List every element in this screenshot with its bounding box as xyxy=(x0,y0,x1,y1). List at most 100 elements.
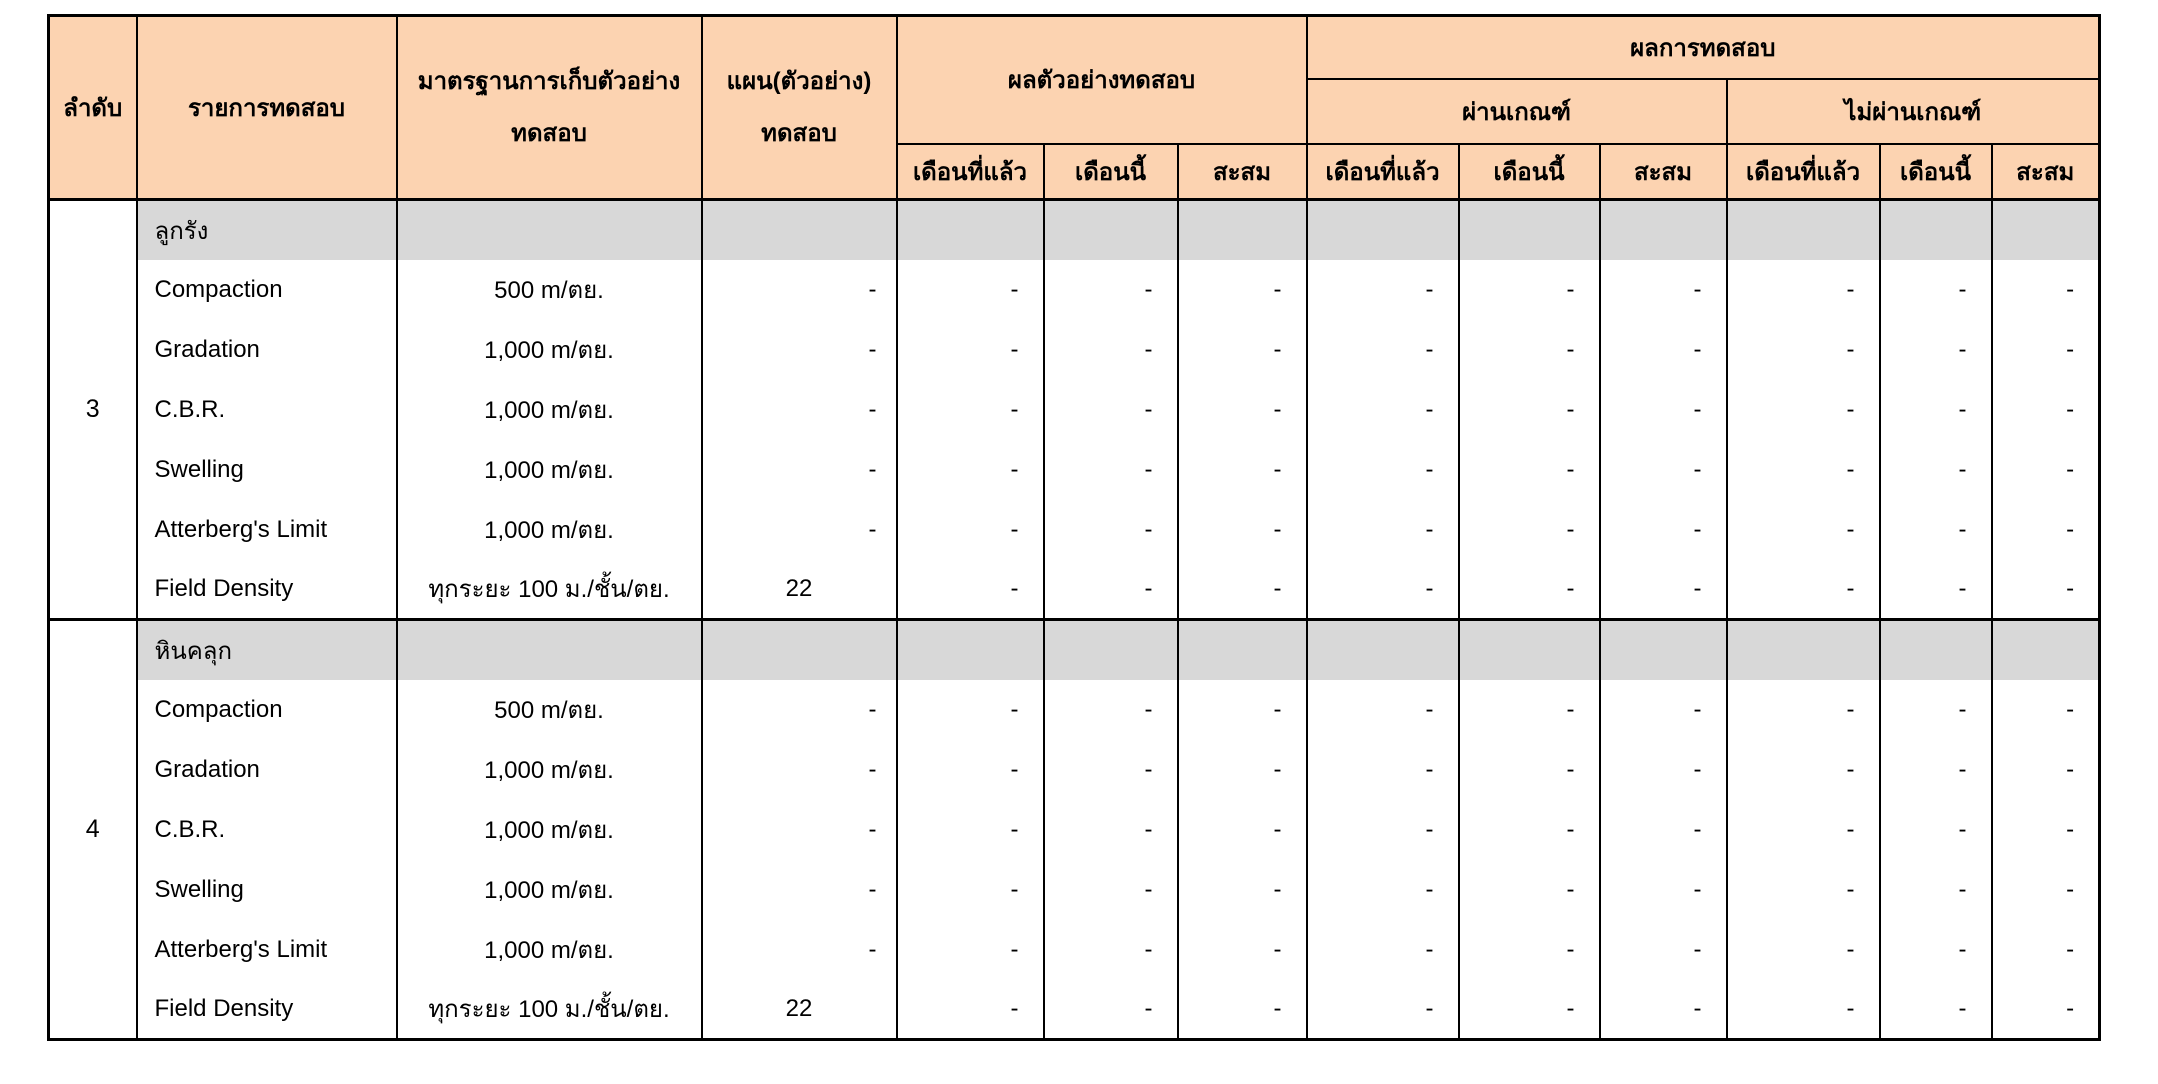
result-cell: - xyxy=(1878,379,1993,440)
result-cell: - xyxy=(1457,979,1601,1040)
material-empty-cell xyxy=(1176,198,1308,260)
result-cell: - xyxy=(1598,559,1728,620)
result-cell: - xyxy=(1725,979,1881,1040)
result-cell: - xyxy=(895,499,1045,560)
header-test-item: รายการทดสอบ xyxy=(135,14,398,201)
result-cell: - xyxy=(1878,439,1993,500)
sampling-standard-cell: 1,000 m/ตย. xyxy=(395,859,703,920)
header-plan-line1: แผน(ตัวอย่าง) xyxy=(726,67,872,95)
test-row: Field Density ทุกระยะ 100 ม./ชั้น/ตย. 22- -… xyxy=(49,979,2101,1040)
plan-cell: - xyxy=(700,319,898,380)
test-row: Gradation 1,000 m/ตย. - - - - - - - - - - xyxy=(49,319,2101,380)
result-cell: - xyxy=(1990,799,2101,860)
result-cell: - xyxy=(895,379,1045,440)
result-cell: - xyxy=(1598,439,1728,500)
result-cell: - xyxy=(1990,439,2101,500)
result-cell: - xyxy=(1176,559,1308,620)
result-cell: - xyxy=(1725,499,1881,560)
header-sample-results: ผลตัวอย่างทดสอบ xyxy=(895,14,1308,145)
material-row: 4 หินคลุก xyxy=(47,618,2101,1040)
result-cell: - xyxy=(1878,919,1993,980)
header-pass-criteria: ผ่านเกณฑ์ xyxy=(1305,77,1728,145)
plan-cell: - xyxy=(700,919,898,980)
material-empty-cell xyxy=(1042,618,1179,680)
result-cell: - xyxy=(1598,679,1728,740)
result-cell: - xyxy=(895,679,1045,740)
material-empty-cell xyxy=(1725,198,1881,260)
result-cell: - xyxy=(1457,739,1601,800)
result-cell: - xyxy=(1598,919,1728,980)
result-cell: - xyxy=(1725,319,1881,380)
header-plan: แผน(ตัวอย่าง) ทดสอบ xyxy=(700,14,898,201)
result-cell: - xyxy=(1176,439,1308,500)
sampling-standard-cell: 1,000 m/ตย. xyxy=(395,919,703,980)
material-empty-cell xyxy=(1725,618,1881,680)
result-cell: - xyxy=(1878,739,1993,800)
result-cell: - xyxy=(1598,379,1728,440)
result-cell: - xyxy=(1457,499,1601,560)
plan-cell: - xyxy=(700,799,898,860)
result-cell: - xyxy=(1990,499,2101,560)
result-cell: - xyxy=(895,259,1045,320)
test-row: Atterberg's Limit 1,000 m/ตย. - - - - - - - - - - xyxy=(49,499,2101,560)
result-cell: - xyxy=(1725,559,1881,620)
table-body: 3 ลูกรัง Compaction 500 m/ตย. - - - - - - - - - - Grad… xyxy=(47,198,2101,1040)
result-cell: - xyxy=(1598,979,1728,1040)
result-cell: - xyxy=(1725,439,1881,500)
result-cell: - xyxy=(1878,259,1993,320)
result-cell: - xyxy=(1457,919,1601,980)
result-cell: - xyxy=(1878,499,1993,560)
result-cell: - xyxy=(1176,859,1308,920)
test-name-cell: C.B.R. xyxy=(135,799,398,860)
result-cell: - xyxy=(1176,739,1308,800)
material-empty-cell xyxy=(1305,198,1460,260)
material-name-cell: ลูกรัง xyxy=(135,198,398,260)
material-empty-cell xyxy=(895,618,1045,680)
result-cell: - xyxy=(1598,859,1728,920)
subheader-pass-last-month: เดือนที่แล้ว xyxy=(1305,142,1460,201)
test-name-cell: Gradation xyxy=(135,319,398,380)
result-cell: - xyxy=(895,919,1045,980)
subheader-sample-accum: สะสม xyxy=(1176,142,1308,201)
order-number-cell: 3 xyxy=(47,198,138,620)
test-row: Compaction 500 m/ตย. - - - - - - - - - - xyxy=(49,679,2101,740)
material-empty-cell xyxy=(1042,198,1179,260)
result-cell: - xyxy=(1725,379,1881,440)
result-cell: - xyxy=(1725,739,1881,800)
header-order: ลำดับ xyxy=(47,14,138,201)
subheader-fail-this-month: เดือนนี้ xyxy=(1878,142,1993,201)
test-row: Swelling 1,000 m/ตย. - - - - - - - - - - xyxy=(49,859,2101,920)
test-row: C.B.R. 1,000 m/ตย. - - - - - - - - - - xyxy=(49,379,2101,440)
result-cell: - xyxy=(1990,319,2101,380)
result-cell: - xyxy=(895,799,1045,860)
result-cell: - xyxy=(1042,919,1179,980)
result-cell: - xyxy=(1042,319,1179,380)
material-empty-cell xyxy=(1990,618,2101,680)
material-empty-cell xyxy=(395,618,703,680)
header-fail-criteria: ไม่ผ่านเกณฑ์ xyxy=(1725,77,2101,145)
result-cell: - xyxy=(1042,259,1179,320)
result-cell: - xyxy=(1042,679,1179,740)
test-row: C.B.R. 1,000 m/ตย. - - - - - - - - - - xyxy=(49,799,2101,860)
plan-cell: - xyxy=(700,859,898,920)
test-name-cell: Swelling xyxy=(135,859,398,920)
test-name-cell: Swelling xyxy=(135,439,398,500)
subheader-fail-accum: สะสม xyxy=(1990,142,2101,201)
header-sampling-standard: มาตรฐานการเก็บตัวอย่าง ทดสอบ xyxy=(395,14,703,201)
result-cell: - xyxy=(1457,259,1601,320)
result-cell: - xyxy=(1176,679,1308,740)
result-cell: - xyxy=(1457,319,1601,380)
result-cell: - xyxy=(1305,799,1460,860)
subheader-sample-last-month: เดือนที่แล้ว xyxy=(895,142,1045,201)
result-cell: - xyxy=(1305,919,1460,980)
test-name-cell: Field Density xyxy=(135,979,398,1040)
result-cell: - xyxy=(1305,379,1460,440)
result-cell: - xyxy=(1042,379,1179,440)
result-cell: - xyxy=(1878,319,1993,380)
test-report-table: ลำดับ รายการทดสอบ มาตรฐานการเก็บตัวอย่าง… xyxy=(47,14,2102,1041)
result-cell: - xyxy=(1990,679,2101,740)
result-cell: - xyxy=(1725,919,1881,980)
subheader-pass-accum: สะสม xyxy=(1598,142,1728,201)
result-cell: - xyxy=(1878,979,1993,1040)
result-cell: - xyxy=(1878,559,1993,620)
